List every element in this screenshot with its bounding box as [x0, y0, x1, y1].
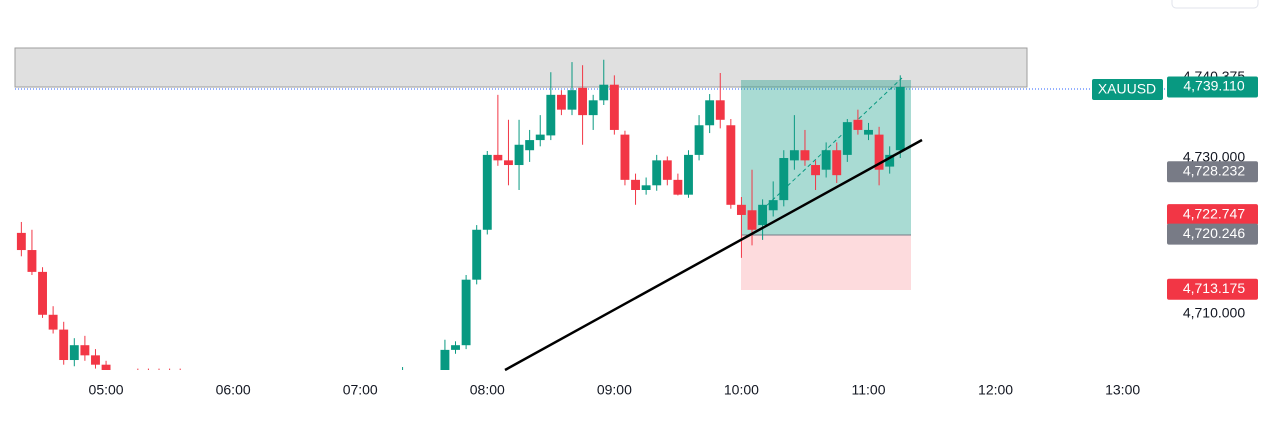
candle-body — [779, 158, 789, 201]
candle-body — [895, 86, 905, 151]
candle-body — [155, 380, 164, 384]
candle-body — [91, 355, 100, 365]
candle-body — [811, 165, 820, 176]
candle-body — [715, 100, 725, 120]
candle-body — [736, 204, 746, 215]
candle-body — [482, 154, 492, 230]
candle-body — [768, 200, 778, 211]
candle-body — [38, 271, 47, 315]
candle-body — [726, 125, 736, 205]
candle-body — [461, 279, 471, 346]
candle-body — [588, 100, 598, 116]
candle-body — [874, 134, 884, 170]
price-label: 4,739.110 — [1183, 78, 1244, 94]
candle-body — [673, 179, 683, 195]
candle-body — [440, 349, 450, 370]
y-tick-label: 4,710.000 — [1183, 305, 1245, 321]
candle-body — [556, 94, 566, 110]
candle-body — [80, 345, 90, 356]
candle-body — [620, 134, 630, 180]
price-label: 4,728.232 — [1183, 163, 1245, 179]
candle-body — [133, 380, 142, 384]
candle-body — [609, 84, 619, 130]
candle-body — [821, 150, 831, 170]
candle-body — [789, 150, 799, 161]
price-axis: 4,730.0004,710.0004,740.3754,739.1104,72… — [1167, 68, 1258, 321]
candle-body — [514, 144, 524, 166]
candle-body — [101, 364, 111, 370]
candle-body — [27, 250, 37, 272]
candle-body — [493, 154, 503, 161]
x-tick-label: 11:00 — [851, 382, 885, 398]
candle-body — [631, 179, 640, 190]
price-badge — [1167, 278, 1258, 300]
x-tick-label: 05:00 — [89, 382, 124, 398]
candle-body — [800, 150, 810, 161]
candle-body — [451, 345, 460, 350]
price-label: 4,722.747 — [1183, 205, 1245, 221]
price-badge — [1167, 76, 1258, 98]
candle-body — [69, 345, 79, 361]
candle-body — [864, 129, 873, 135]
price-badge — [1167, 223, 1258, 245]
candle-body — [165, 380, 174, 384]
candle-body — [842, 122, 852, 155]
candle-body — [472, 229, 482, 280]
x-tick-label: 09:00 — [597, 382, 632, 398]
x-tick-label: 12:00 — [978, 382, 1013, 398]
candle-body — [546, 94, 556, 136]
candle-body — [535, 134, 545, 141]
candle-body — [144, 380, 153, 384]
candles — [16, 59, 905, 384]
candle-body — [16, 232, 26, 251]
candle-body — [662, 160, 672, 180]
price-badge — [1167, 204, 1258, 226]
toolbar-button[interactable] — [1171, 0, 1259, 9]
candle-body — [525, 140, 535, 151]
price-label: 4,713.175 — [1183, 280, 1245, 296]
candle-body — [885, 154, 895, 167]
candle-body — [684, 154, 693, 195]
x-tick-label: 06:00 — [216, 382, 251, 398]
candle-body — [398, 380, 407, 384]
resistance-zone — [14, 47, 1028, 88]
symbol-label: XAUUSD — [1098, 81, 1156, 97]
candle-body — [59, 329, 69, 361]
candle-body — [694, 125, 704, 155]
x-tick-label: 07:00 — [343, 382, 378, 398]
candle-body — [176, 380, 185, 384]
x-tick-label: 13:00 — [1105, 382, 1140, 398]
x-tick-label: 10:00 — [724, 382, 759, 398]
candle-body — [641, 185, 651, 190]
x-tick-label: 08:00 — [470, 382, 505, 398]
candle-body — [567, 90, 577, 110]
trend-line — [504, 138, 923, 372]
symbol-badge — [1092, 79, 1163, 100]
price-badge — [1167, 161, 1258, 183]
candle-body — [578, 87, 588, 116]
loss-zone — [741, 235, 911, 290]
candle-body — [48, 314, 58, 330]
candle-body — [832, 150, 842, 176]
y-tick-label: 4,730.000 — [1183, 149, 1245, 165]
candle-body — [758, 204, 768, 226]
candle-body — [747, 210, 757, 230]
candle-body — [652, 160, 662, 186]
candle-body — [599, 84, 609, 101]
candle-body — [705, 100, 715, 126]
candle-body — [504, 160, 513, 166]
price-label: 4,720.246 — [1183, 225, 1245, 241]
candle-body — [853, 119, 863, 130]
